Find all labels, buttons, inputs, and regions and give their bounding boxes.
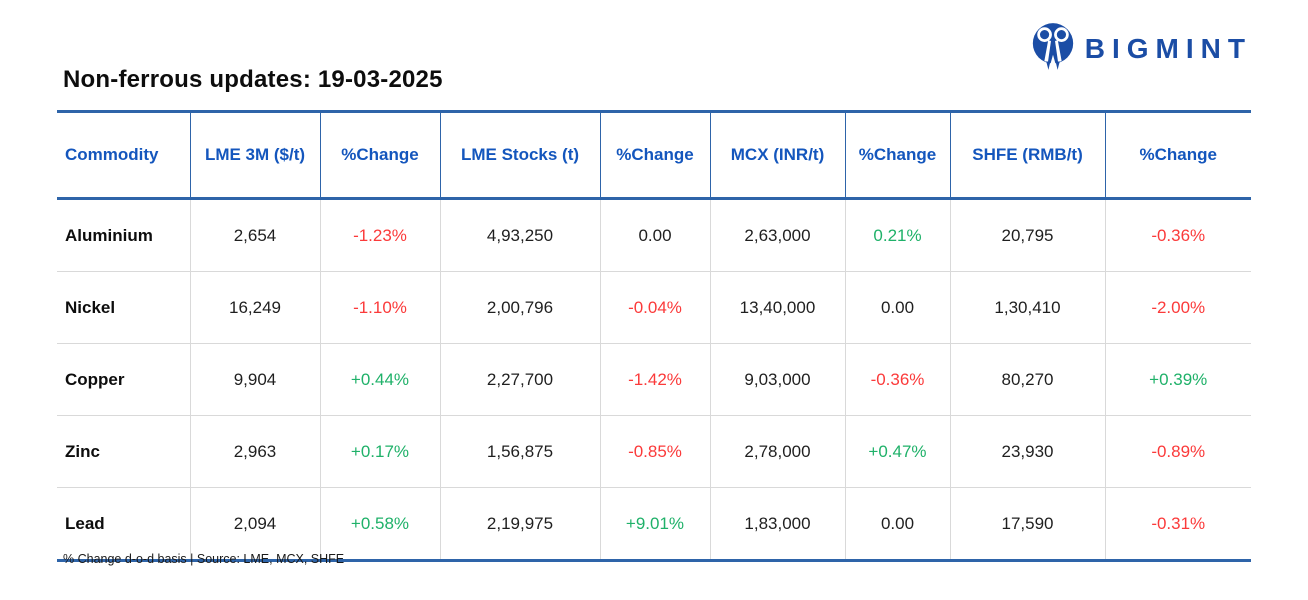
commodity-cell: Copper	[57, 343, 190, 416]
change-cell: -0.36%	[844, 343, 950, 416]
change-cell: -2.00%	[1104, 271, 1251, 344]
price-cell: 9,904	[189, 343, 320, 416]
page-title: Non-ferrous updates: 19-03-2025	[63, 66, 443, 93]
price-cell: 2,63,000	[709, 198, 845, 272]
change-cell: 0.21%	[844, 198, 950, 272]
price-cell: 2,27,700	[439, 343, 600, 416]
price-cell: 2,963	[189, 415, 320, 488]
change-cell: +0.58%	[319, 487, 440, 561]
price-cell: 1,83,000	[709, 487, 845, 561]
col-header-change-2: %Change	[319, 111, 440, 200]
commodity-cell: Nickel	[57, 271, 190, 344]
change-cell: -1.42%	[599, 343, 710, 416]
change-cell: -0.36%	[1104, 198, 1251, 272]
footnote: % Change d-o-d basis | Source: LME, MCX,…	[63, 552, 345, 566]
commodity-cell: Aluminium	[65, 225, 153, 245]
price-cell: 9,03,000	[709, 343, 845, 416]
price-cell: 23,930	[949, 415, 1105, 488]
table-row-lead: Lead 2,094 +0.58% 2,19,975 +9.01% 1,83,000 0.0…	[57, 487, 1251, 561]
table-row-copper: Copper 9,904 +0.44% 2,27,700 -1.42% 9,03,000-…	[57, 343, 1251, 416]
change-cell: -1.10%	[319, 271, 440, 344]
col-header-lme-3m-t-1: LME 3M ($/t)	[189, 111, 320, 200]
table-header-row: Commodity LME 3M ($/t) %Change LME Stocks (…	[57, 111, 1251, 200]
price-cell: 20,795	[949, 198, 1105, 272]
table-row-aluminium: Aluminium 2,654 -1.23% 4,93,250 0.00 2,63,000…	[57, 198, 1251, 272]
col-header-change-6: %Change	[844, 111, 950, 200]
col-header-commodity-0: Commodity	[57, 111, 190, 200]
price-cell: 2,654	[189, 198, 320, 272]
price-cell: 1,56,875	[439, 415, 600, 488]
price-cell: 2,00,796	[439, 271, 600, 344]
price-cell: 4,93,250	[439, 198, 600, 272]
change-cell: 0.00	[599, 198, 710, 272]
price-cell: 16,249	[189, 271, 320, 344]
change-cell: -0.31%	[1104, 487, 1251, 561]
col-header-shfe-rmb-t-7: SHFE (RMB/t)	[949, 111, 1105, 200]
col-header-mcx-inr-t-5: MCX (INR/t)	[709, 111, 845, 200]
change-cell: +0.47%	[844, 415, 950, 488]
price-cell: 2,78,000	[709, 415, 845, 488]
change-cell: -1.23%	[319, 198, 440, 272]
price-cell: 2,19,975	[439, 487, 600, 561]
bigmint-wordmark: BIGMINT	[1084, 33, 1252, 64]
table-row-zinc: Zinc 2,963 +0.17% 1,56,875 -0.85% 2,78,000 +0.…	[57, 415, 1251, 488]
change-cell: +9.01%	[599, 487, 710, 561]
non-ferrous-table: Commodity LME 3M ($/t) %Change LME Stocks (…	[57, 110, 1251, 562]
bigmint-people-icon	[1032, 23, 1073, 70]
price-cell: 80,270	[949, 343, 1105, 416]
bigmint-logo: BIGMINT	[1031, 22, 1252, 72]
col-header-change-4: %Change	[599, 111, 710, 200]
commodity-cell: Zinc	[57, 415, 190, 488]
price-cell: 1,30,410	[949, 271, 1105, 344]
table-row-nickel: Nickel 16,249 -1.10% 2,00,796 -0.04% 13,40,00…	[57, 271, 1251, 344]
col-header-change-8: %Change	[1104, 111, 1251, 200]
price-cell: 2,094	[189, 487, 320, 561]
change-cell: +0.39%	[1104, 343, 1251, 416]
change-cell: -0.04%	[599, 271, 710, 344]
change-cell: +0.44%	[319, 343, 440, 416]
change-cell: 0.00	[844, 271, 950, 344]
change-cell: 0.00	[844, 487, 950, 561]
price-cell: 17,590	[949, 487, 1105, 561]
col-header-lme-stocks-t-3: LME Stocks (t)	[439, 111, 600, 200]
change-cell: -0.85%	[599, 415, 710, 488]
change-cell: -0.89%	[1104, 415, 1251, 488]
price-cell: 13,40,000	[709, 271, 845, 344]
commodity-cell: Lead	[57, 487, 190, 561]
change-cell: +0.17%	[319, 415, 440, 488]
